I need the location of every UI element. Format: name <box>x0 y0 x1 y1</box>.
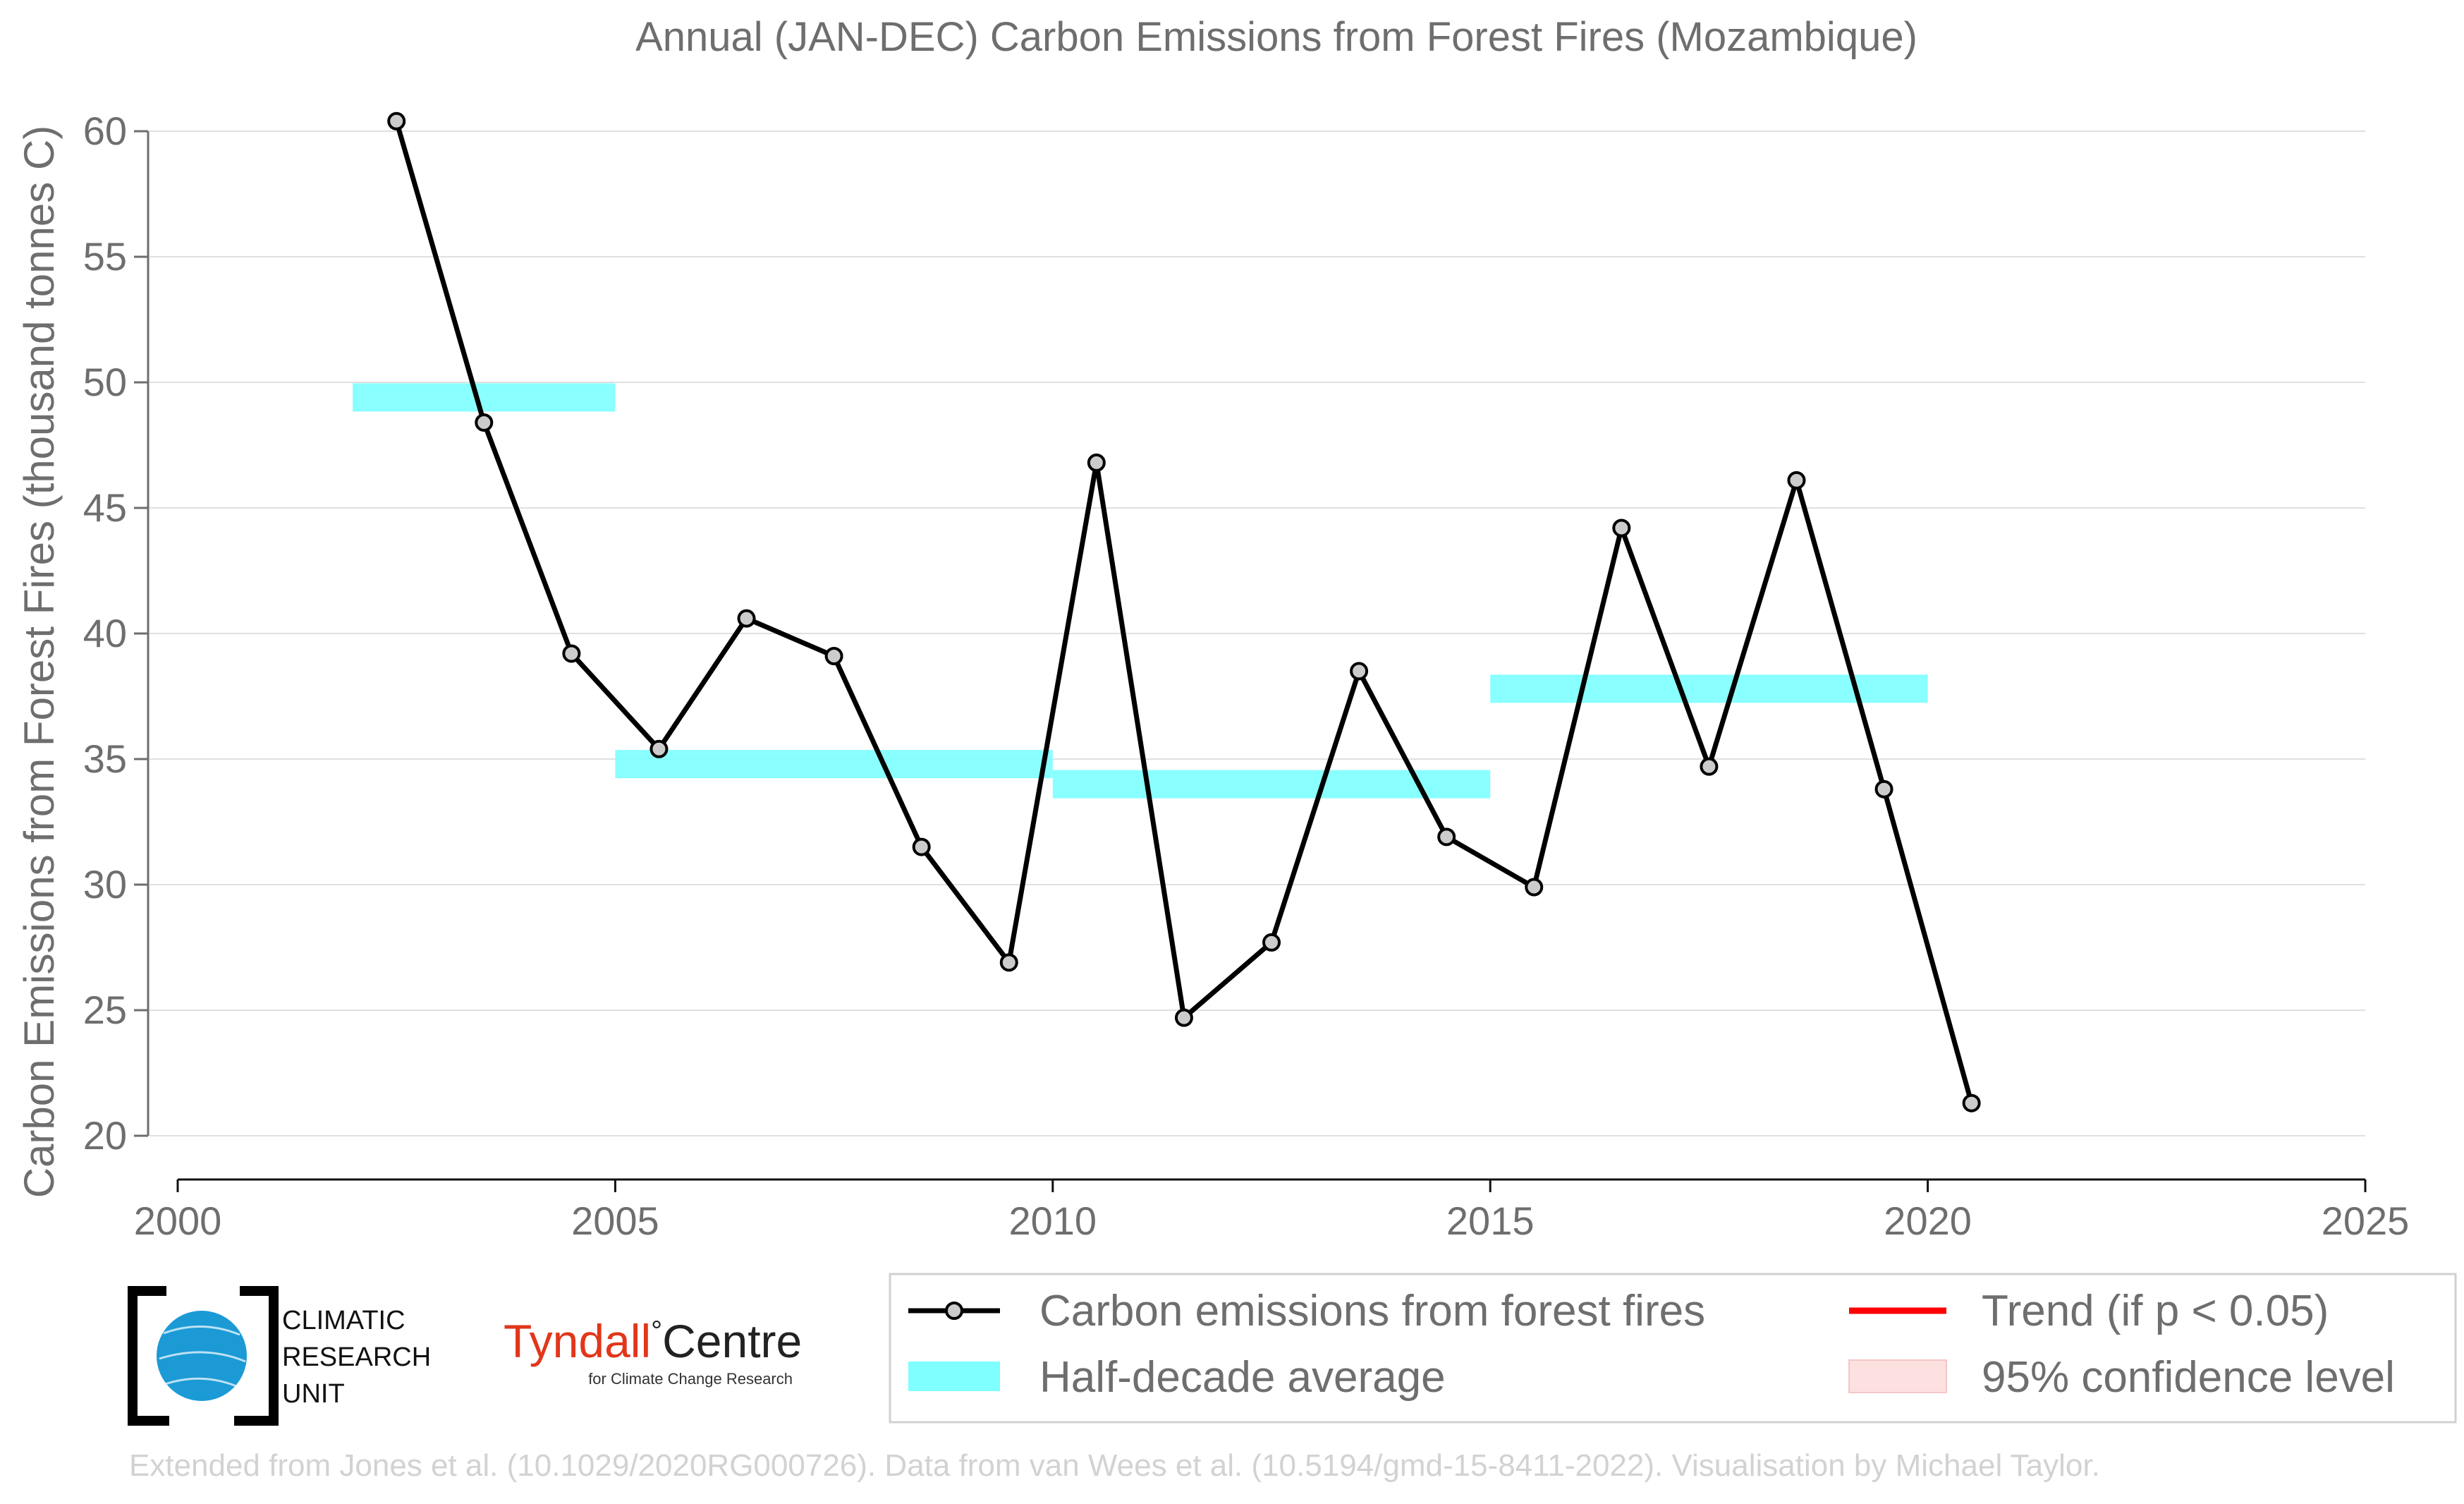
legend-series-marker-icon <box>945 1302 963 1320</box>
average-bar-2 <box>615 750 1053 779</box>
data-point-2012.5 <box>1262 933 1281 952</box>
data-point-2018.5 <box>1787 471 1806 490</box>
legend-trend-label: Trend (if p < 0.05) <box>1982 1287 2329 1335</box>
data-point-2002.5 <box>387 111 406 131</box>
data-point-2007.5 <box>824 647 843 666</box>
average-bar-1 <box>353 383 616 412</box>
cru-line-1: CLIMATIC <box>282 1306 405 1335</box>
legend-confidence-swatch-icon <box>1848 1359 1947 1393</box>
legend-confidence-label: 95% confidence level <box>1982 1353 2395 1402</box>
x-tick-label-2025: 2025 <box>2322 1199 2410 1243</box>
data-point-2019.5 <box>1874 780 1893 799</box>
data-point-2015.5 <box>1525 878 1544 897</box>
credit-line: Extended from Jones et al. (10.1029/2020… <box>129 1448 2100 1483</box>
x-tick-label-2000: 2000 <box>134 1199 222 1243</box>
data-point-2005.5 <box>649 739 669 758</box>
legend: Carbon emissions from forest fires Half-… <box>889 1273 2457 1424</box>
y-tick-label-45: 45 <box>83 485 127 530</box>
data-point-2006.5 <box>737 609 756 628</box>
x-tick-label-2010: 2010 <box>1009 1199 1097 1243</box>
y-tick-label-40: 40 <box>83 611 127 655</box>
y-tick-label-30: 30 <box>83 862 127 906</box>
legend-average-swatch-icon <box>908 1362 1000 1391</box>
data-point-2017.5 <box>1700 757 1719 776</box>
x-tick-label-2005: 2005 <box>571 1199 659 1243</box>
average-bar-4 <box>1490 674 1928 703</box>
globe-icon <box>157 1311 247 1401</box>
tyndall-centre-word: Centre <box>662 1315 802 1367</box>
series-line-0 <box>394 120 1974 1104</box>
data-point-2004.5 <box>562 644 581 663</box>
chart-title: Annual (JAN-DEC) Carbon Emissions from F… <box>635 14 1917 60</box>
legend-average-label: Half-decade average <box>1039 1353 1446 1402</box>
y-tick-label-55: 55 <box>83 234 127 279</box>
tyndall-word: Tyndall <box>504 1315 651 1367</box>
cru-line-2: RESEARCH <box>282 1342 431 1372</box>
legend-series-label: Carbon emissions from forest fires <box>1039 1287 1705 1335</box>
tyndall-wordmark: Tyndall°Centre <box>504 1315 802 1367</box>
cru-logo: CLIMATIC RESEARCH UNIT <box>128 1286 431 1426</box>
tyndall-logo: Tyndall°Centre for Climate Change Resear… <box>504 1315 802 1388</box>
data-point-2020.5 <box>1962 1093 1981 1112</box>
emissions-series <box>387 111 1981 1112</box>
data-point-2009.5 <box>999 953 1018 972</box>
legend-frame <box>889 1273 2457 1424</box>
data-point-2013.5 <box>1350 662 1369 681</box>
data-point-2016.5 <box>1612 518 1631 538</box>
x-tick-label-2015: 2015 <box>1446 1199 1535 1243</box>
x-axis: 2000 2005 2010 2015 2020 2025 <box>134 1178 2410 1243</box>
data-point-2003.5 <box>475 413 494 432</box>
y-axis-label: Carbon Emissions from Forest Fires (thou… <box>16 126 63 1199</box>
y-tick-label-25: 25 <box>83 988 127 1032</box>
tyndall-subtitle: for Climate Change Research <box>588 1370 793 1388</box>
data-point-2010.5 <box>1087 453 1106 472</box>
x-tick-label-2020: 2020 <box>1884 1199 1972 1243</box>
globe-lines-icon <box>159 1325 246 1390</box>
y-tick-label-20: 20 <box>83 1113 127 1158</box>
cru-bracket-icon <box>128 1286 279 1426</box>
y-axis: 20 25 30 35 40 45 50 55 60 <box>83 109 150 1158</box>
data-point-2011.5 <box>1174 1008 1193 1027</box>
tyndall-degree: ° <box>651 1316 662 1347</box>
cru-line-3: UNIT <box>282 1379 345 1409</box>
data-point-2014.5 <box>1437 827 1456 847</box>
y-tick-label-50: 50 <box>83 360 127 404</box>
grid-lines <box>150 131 2365 1136</box>
y-tick-label-60: 60 <box>83 109 127 153</box>
data-point-2008.5 <box>912 837 931 856</box>
y-tick-label-35: 35 <box>83 736 127 781</box>
half-decade-average-bars <box>353 383 1928 799</box>
